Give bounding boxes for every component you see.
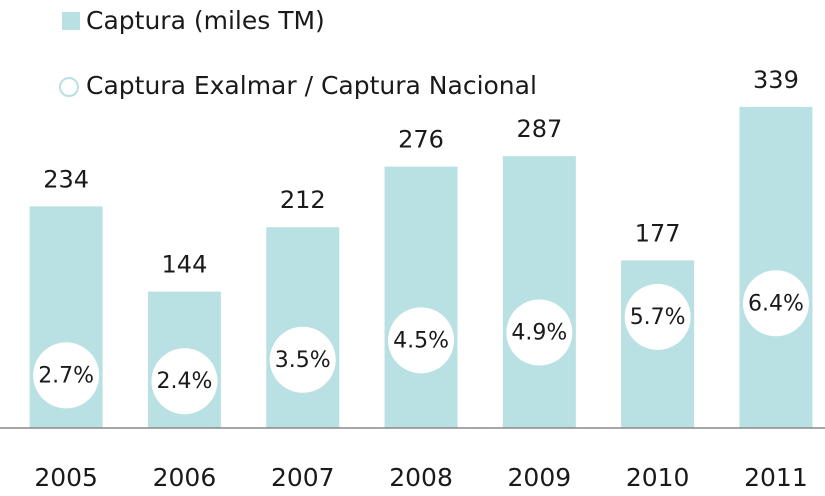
bar: [739, 106, 813, 429]
ratio-marker: [151, 348, 218, 415]
x-tick-label: 2007: [271, 463, 335, 492]
ratio-label: 3.5%: [275, 348, 331, 373]
x-tick-label: 2008: [389, 463, 453, 492]
x-tick-label: 2010: [626, 463, 690, 492]
ratio-marker: [506, 299, 573, 366]
ratio-label: 6.4%: [748, 291, 804, 316]
legend-swatch: [59, 77, 79, 97]
ratio-marker: [33, 342, 100, 409]
ratio-marker: [269, 326, 336, 393]
bar: [502, 156, 576, 428]
legend-label: Captura Exalmar / Captura Nacional: [86, 71, 537, 100]
bar-value-label: 212: [280, 186, 326, 214]
ratio-marker: [624, 283, 691, 350]
ratio-label: 4.9%: [511, 321, 567, 346]
bar: [384, 166, 458, 429]
bar-value-label: 144: [162, 251, 208, 279]
ratio-label: 2.7%: [38, 363, 94, 388]
x-tick-label: 2011: [744, 463, 808, 492]
legend-swatch: [62, 12, 80, 30]
bar-value-label: 177: [635, 219, 681, 247]
x-tick-label: 2006: [153, 463, 217, 492]
bar-value-label: 234: [43, 165, 89, 193]
legend-label: Captura (miles TM): [86, 6, 325, 35]
x-tick-label: 2005: [34, 463, 98, 492]
bar-value-label: 339: [753, 66, 799, 94]
ratio-label: 5.7%: [630, 305, 686, 330]
ratio-marker: [742, 270, 809, 337]
ratio-marker: [388, 307, 455, 374]
ratio-label: 4.5%: [393, 328, 449, 353]
bar-value-label: 276: [398, 126, 444, 154]
bar-value-label: 287: [516, 115, 562, 143]
x-tick-label: 2009: [508, 463, 572, 492]
ratio-label: 2.4%: [156, 369, 212, 394]
